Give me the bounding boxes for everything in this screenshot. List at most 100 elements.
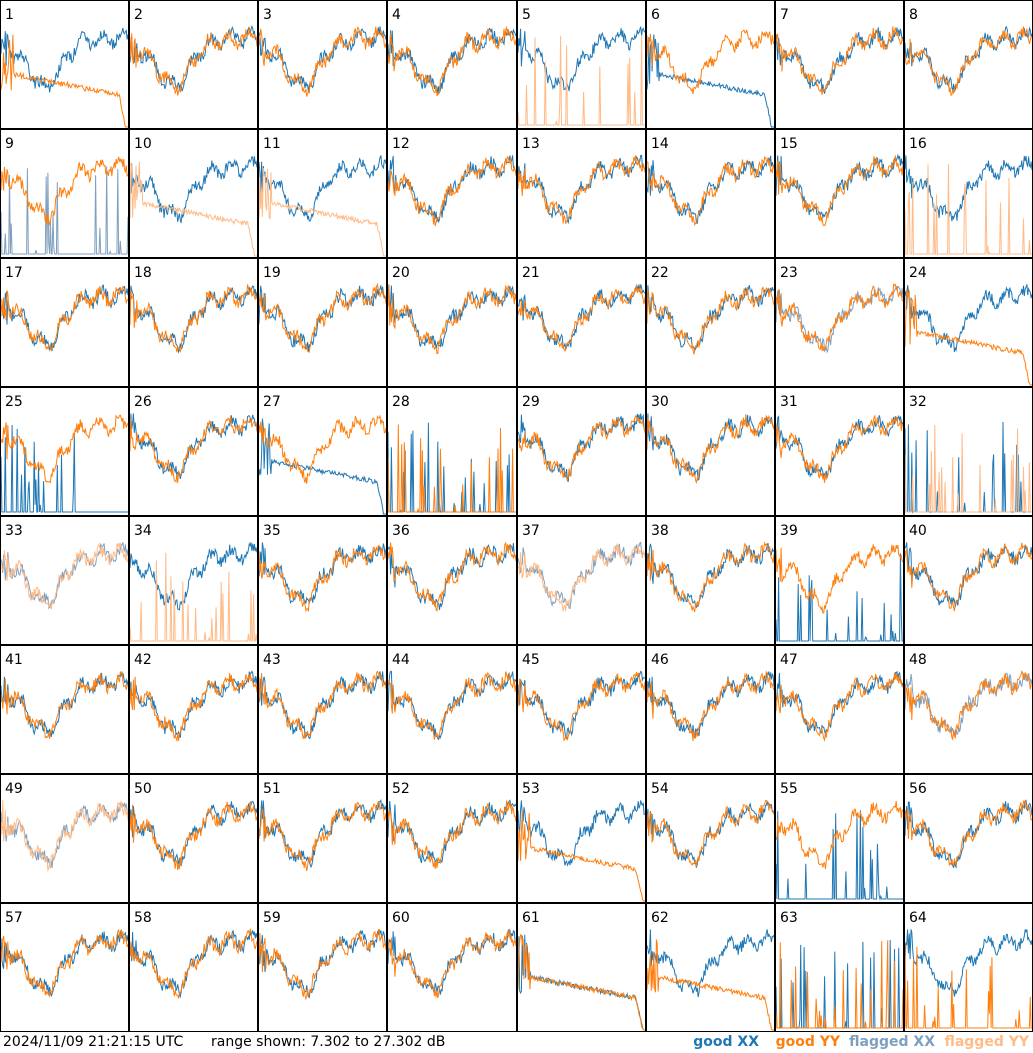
panel-7-yy-line xyxy=(775,26,904,95)
panel-58-label: 58 xyxy=(134,910,152,926)
panel-15: 15 xyxy=(775,129,904,258)
panel-50-yy-line xyxy=(129,801,258,871)
panel-44-border xyxy=(387,645,517,774)
panel-41-border xyxy=(0,645,129,774)
panel-18-border xyxy=(129,258,258,387)
panel-9-xx-line xyxy=(0,166,129,255)
panel-46: 46 xyxy=(646,645,775,774)
panel-34-xx-line xyxy=(129,542,258,611)
panel-26: 26 xyxy=(129,387,258,516)
panel-57-yy-line xyxy=(0,929,129,998)
panel-25: 25 xyxy=(0,387,129,516)
panel-25-label: 25 xyxy=(5,394,23,410)
panel-22-yy-line xyxy=(646,286,775,355)
panel-11-label: 11 xyxy=(263,136,281,152)
panel-35-xx-line xyxy=(258,542,387,606)
panel-58-yy-line xyxy=(129,927,258,999)
panel-1-label: 1 xyxy=(5,7,14,23)
panel-3-xx-line xyxy=(258,26,387,92)
panel-34-yy-line xyxy=(129,552,258,642)
panel-62-xx-line xyxy=(646,929,775,998)
panel-13-xx-line xyxy=(517,154,646,225)
panel-37-label: 37 xyxy=(522,523,540,539)
panel-6: 6 xyxy=(646,0,775,129)
panel-12-yy-line xyxy=(387,155,517,227)
panel-61-border xyxy=(517,903,646,1032)
panel-12: 12 xyxy=(387,129,517,258)
panel-47-label: 47 xyxy=(780,652,798,668)
panel-60-yy-line xyxy=(387,929,517,999)
panel-60: 60 xyxy=(387,903,517,1032)
panel-48-xx-line xyxy=(904,672,1033,737)
panel-24-yy-line xyxy=(904,288,1032,386)
panel-38-xx-line xyxy=(646,543,775,609)
panel-44-label: 44 xyxy=(392,652,410,668)
panel-1: 1 xyxy=(0,0,129,129)
panel-43: 43 xyxy=(258,645,387,774)
panel-61-label: 61 xyxy=(522,910,540,926)
panel-33-yy-line xyxy=(0,542,129,610)
panel-7: 7 xyxy=(775,0,904,129)
panel-45-border xyxy=(517,645,646,774)
panel-16-yy-line xyxy=(904,163,1032,256)
panel-53-yy-line xyxy=(517,810,645,902)
panel-56-xx-line xyxy=(904,799,1033,869)
panel-5-border xyxy=(517,0,646,129)
panel-57-xx-line xyxy=(0,929,129,998)
panel-47-border xyxy=(775,645,904,774)
panel-55-xx-line xyxy=(775,810,903,901)
panel-43-yy-line xyxy=(258,670,387,740)
panel-11-xx-line xyxy=(258,155,387,222)
panel-58: 58 xyxy=(129,903,258,1032)
panel-8-border xyxy=(904,0,1033,129)
panel-63: 63 xyxy=(775,903,904,1032)
panel-59-label: 59 xyxy=(263,910,281,926)
panel-41: 41 xyxy=(0,645,129,774)
panel-37-border xyxy=(517,516,646,645)
panel-62-yy-line xyxy=(646,939,774,1031)
panel-19: 19 xyxy=(258,258,387,387)
panel-9-border xyxy=(0,129,129,258)
panel-61-yy-line xyxy=(517,934,645,1031)
panel-54: 54 xyxy=(646,774,775,903)
panel-48-yy-line xyxy=(904,670,1033,741)
panel-51-xx-line xyxy=(258,798,387,869)
panel-3-label: 3 xyxy=(263,7,272,23)
panel-21: 21 xyxy=(517,258,646,387)
panel-4-yy-line xyxy=(387,25,517,97)
panel-24-xx-line xyxy=(904,284,1033,353)
panel-22-border xyxy=(646,258,775,387)
panel-6-border xyxy=(646,0,775,129)
panel-19-yy-line xyxy=(258,282,387,354)
panel-44-yy-line xyxy=(387,671,517,740)
panel-31-label: 31 xyxy=(780,394,798,410)
panel-44: 44 xyxy=(387,645,517,774)
panel-17: 17 xyxy=(0,258,129,387)
panel-33-xx-line xyxy=(0,542,129,610)
panel-12-xx-line xyxy=(387,155,517,224)
panel-23: 23 xyxy=(775,258,904,387)
panel-43-border xyxy=(258,645,387,774)
panel-10-border xyxy=(129,129,258,258)
panel-57-border xyxy=(0,903,129,1032)
panel-21-border xyxy=(517,258,646,387)
panel-27-border xyxy=(258,387,387,516)
panel-50-label: 50 xyxy=(134,781,152,797)
panel-9-yy-line xyxy=(0,156,129,226)
panel-30-yy-line xyxy=(646,414,775,485)
panel-29: 29 xyxy=(517,387,646,516)
panel-63-yy-line xyxy=(775,940,904,1030)
panel-52-yy-line xyxy=(387,800,517,869)
panel-6-label: 6 xyxy=(651,7,660,23)
panel-20-xx-line xyxy=(387,284,517,349)
panel-47: 47 xyxy=(775,645,904,774)
panel-38-border xyxy=(646,516,775,645)
panel-33-border xyxy=(0,516,129,645)
panel-45: 45 xyxy=(517,645,646,774)
panel-23-label: 23 xyxy=(780,265,798,281)
panel-41-yy-line xyxy=(0,670,129,739)
panel-7-border xyxy=(775,0,904,129)
panel-50-border xyxy=(129,774,258,903)
panel-21-yy-line xyxy=(517,284,646,352)
